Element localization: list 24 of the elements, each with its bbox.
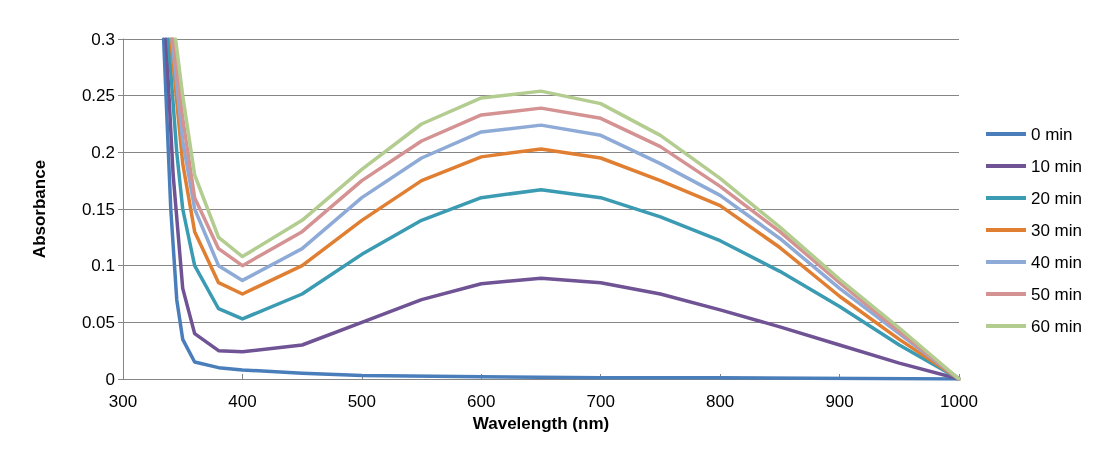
y-tick-label: 0.2 [91,142,115,162]
x-tick-label: 1000 [940,392,978,411]
x-tick-label: 400 [228,392,257,411]
legend-label: 10 min [1030,156,1083,176]
y-tick-label: 0.25 [81,86,115,106]
x-tick-label: 500 [347,392,377,411]
y-tick-label: 0.05 [81,312,115,332]
x-tick-label: 900 [825,392,854,411]
y-tick-label: 0.3 [91,29,115,49]
x-tick-label: 800 [705,392,735,411]
legend-label: 40 min [1030,252,1083,272]
legend-label: 0 min [1030,124,1073,144]
y-axis-title: Absorbance [30,159,49,259]
y-tick-label: 0.15 [81,199,115,219]
x-axis-title: Wavelength (nm) [472,413,610,433]
legend-label: 60 min [1030,316,1083,336]
legend-label: 20 min [1030,188,1083,208]
y-tick-label: 0.1 [91,256,115,276]
y-tick-label: 0 [105,369,115,389]
x-tick-label: 300 [108,392,138,411]
legend-label: 30 min [1030,220,1083,240]
x-tick-label: 700 [586,392,615,411]
legend-label: 50 min [1030,284,1083,304]
x-tick-label: 600 [467,392,496,411]
